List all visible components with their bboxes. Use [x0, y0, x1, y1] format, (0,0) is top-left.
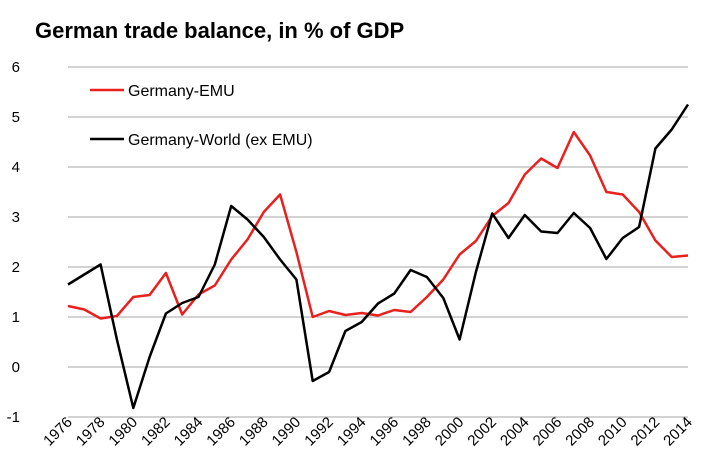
y-tick-label: -1 — [7, 409, 20, 426]
x-tick-label: 1988 — [236, 414, 272, 450]
series-line-germany-emu — [67, 130, 689, 320]
x-tick-label: 1996 — [367, 414, 403, 450]
gridlines — [68, 66, 688, 418]
series-line-germany-world — [67, 103, 690, 410]
x-tick-label: 1986 — [203, 414, 239, 450]
x-tick-label: 2008 — [562, 414, 598, 450]
y-tick-label: 6 — [12, 59, 20, 76]
y-tick-label: 2 — [12, 259, 20, 276]
x-tick-label: 2010 — [595, 414, 631, 450]
chart-title: German trade balance, in % of GDP — [35, 18, 405, 43]
x-tick-label: 1990 — [269, 414, 305, 450]
series-lines — [67, 103, 690, 410]
legend-label: Germany-EMU — [128, 83, 235, 100]
y-tick-label: 1 — [12, 309, 20, 326]
x-tick-label: 1978 — [73, 414, 109, 450]
x-tick-label: 2002 — [464, 414, 500, 450]
x-tick-label: 1998 — [399, 414, 435, 450]
y-tick-label: 4 — [12, 159, 20, 176]
x-tick-label: 2014 — [660, 414, 696, 450]
x-tick-label: 2000 — [432, 414, 468, 450]
legend: Germany-EMU Germany-World (ex EMU) — [90, 83, 313, 149]
x-tick-label: 1984 — [171, 414, 207, 450]
x-tick-label: 1982 — [138, 414, 174, 450]
x-tick-label: 1994 — [334, 414, 370, 450]
x-tick-label: 1980 — [105, 414, 141, 450]
x-tick-label: 1976 — [40, 414, 76, 450]
legend-label: Germany-World (ex EMU) — [128, 132, 313, 149]
y-axis-ticks: 6 5 4 3 2 1 0 -1 — [7, 59, 20, 426]
y-tick-label: 0 — [12, 359, 20, 376]
x-tick-label: 2004 — [497, 414, 533, 450]
x-tick-label: 1992 — [301, 414, 337, 450]
x-tick-label: 2006 — [530, 414, 566, 450]
y-tick-label: 3 — [12, 209, 20, 226]
x-axis-ticks: 1976197819801982198419861988199019921994… — [40, 414, 696, 450]
x-tick-label: 2012 — [628, 414, 664, 450]
y-tick-label: 5 — [12, 109, 20, 126]
